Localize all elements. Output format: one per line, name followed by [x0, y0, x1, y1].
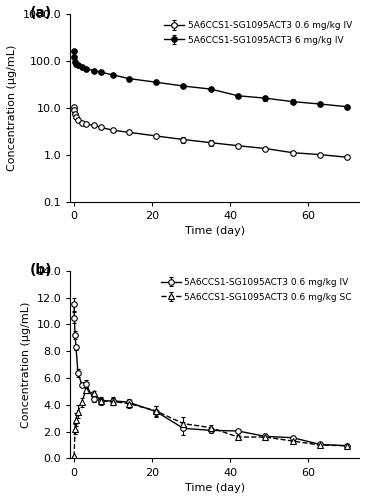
Text: (b): (b): [30, 264, 52, 278]
Legend: 5A6CCS1-SG1095ACT3 0.6 mg/kg IV, 5A6CCS1-SG1095ACT3 6 mg/kg IV: 5A6CCS1-SG1095ACT3 0.6 mg/kg IV, 5A6CCS1…: [161, 18, 355, 48]
Y-axis label: Concentration (μg/mL): Concentration (μg/mL): [21, 302, 31, 428]
X-axis label: Time (day): Time (day): [184, 483, 244, 493]
Text: (a): (a): [30, 6, 52, 20]
Y-axis label: Concentration (μg/mL): Concentration (μg/mL): [7, 44, 17, 171]
Legend: 5A6CCS1-SG1095ACT3 0.6 mg/kg IV, 5A6CCS1-SG1095ACT3 0.6 mg/kg SC: 5A6CCS1-SG1095ACT3 0.6 mg/kg IV, 5A6CCS1…: [158, 276, 355, 304]
X-axis label: Time (day): Time (day): [184, 226, 244, 236]
